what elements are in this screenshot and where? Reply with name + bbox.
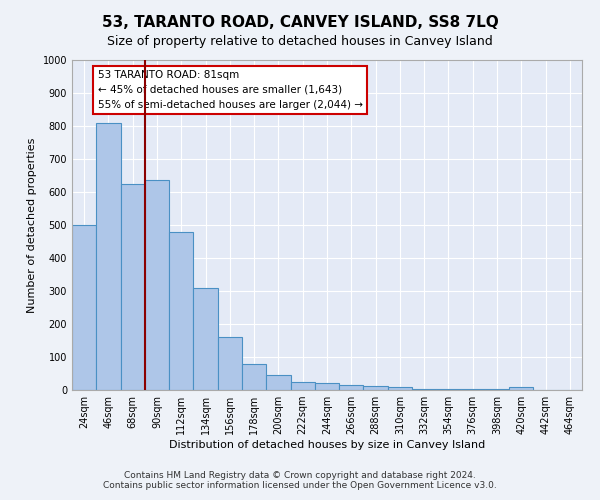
Bar (339, 385, 364, 390)
Bar (169, 232, 193, 390)
Text: Size of property relative to detached houses in Canvey Island: Size of property relative to detached ho… (107, 35, 493, 48)
Text: Contains HM Land Registry data © Crown copyright and database right 2024.
Contai: Contains HM Land Registry data © Crown c… (103, 470, 497, 490)
Bar (461, 389, 485, 390)
Bar (412, 388, 436, 390)
Text: 53, TARANTO ROAD, CANVEY ISLAND, SS8 7LQ: 53, TARANTO ROAD, CANVEY ISLAND, SS8 7LQ (101, 15, 499, 30)
Bar (436, 389, 461, 390)
Bar (96, 122, 121, 390)
Bar (193, 288, 218, 390)
Y-axis label: Number of detached properties: Number of detached properties (27, 138, 37, 312)
Bar (388, 388, 412, 390)
Bar (315, 384, 339, 390)
Bar (72, 225, 96, 390)
Bar (121, 184, 145, 390)
Text: 53 TARANTO ROAD: 81sqm
← 45% of detached houses are smaller (1,643)
55% of semi-: 53 TARANTO ROAD: 81sqm ← 45% of detached… (97, 70, 362, 110)
Bar (242, 364, 266, 390)
Bar (266, 375, 290, 390)
X-axis label: Distribution of detached houses by size in Canvey Island: Distribution of detached houses by size … (169, 440, 485, 450)
Bar (290, 382, 315, 390)
Bar (364, 386, 388, 390)
Bar (145, 180, 169, 390)
Bar (509, 388, 533, 390)
Bar (218, 337, 242, 390)
